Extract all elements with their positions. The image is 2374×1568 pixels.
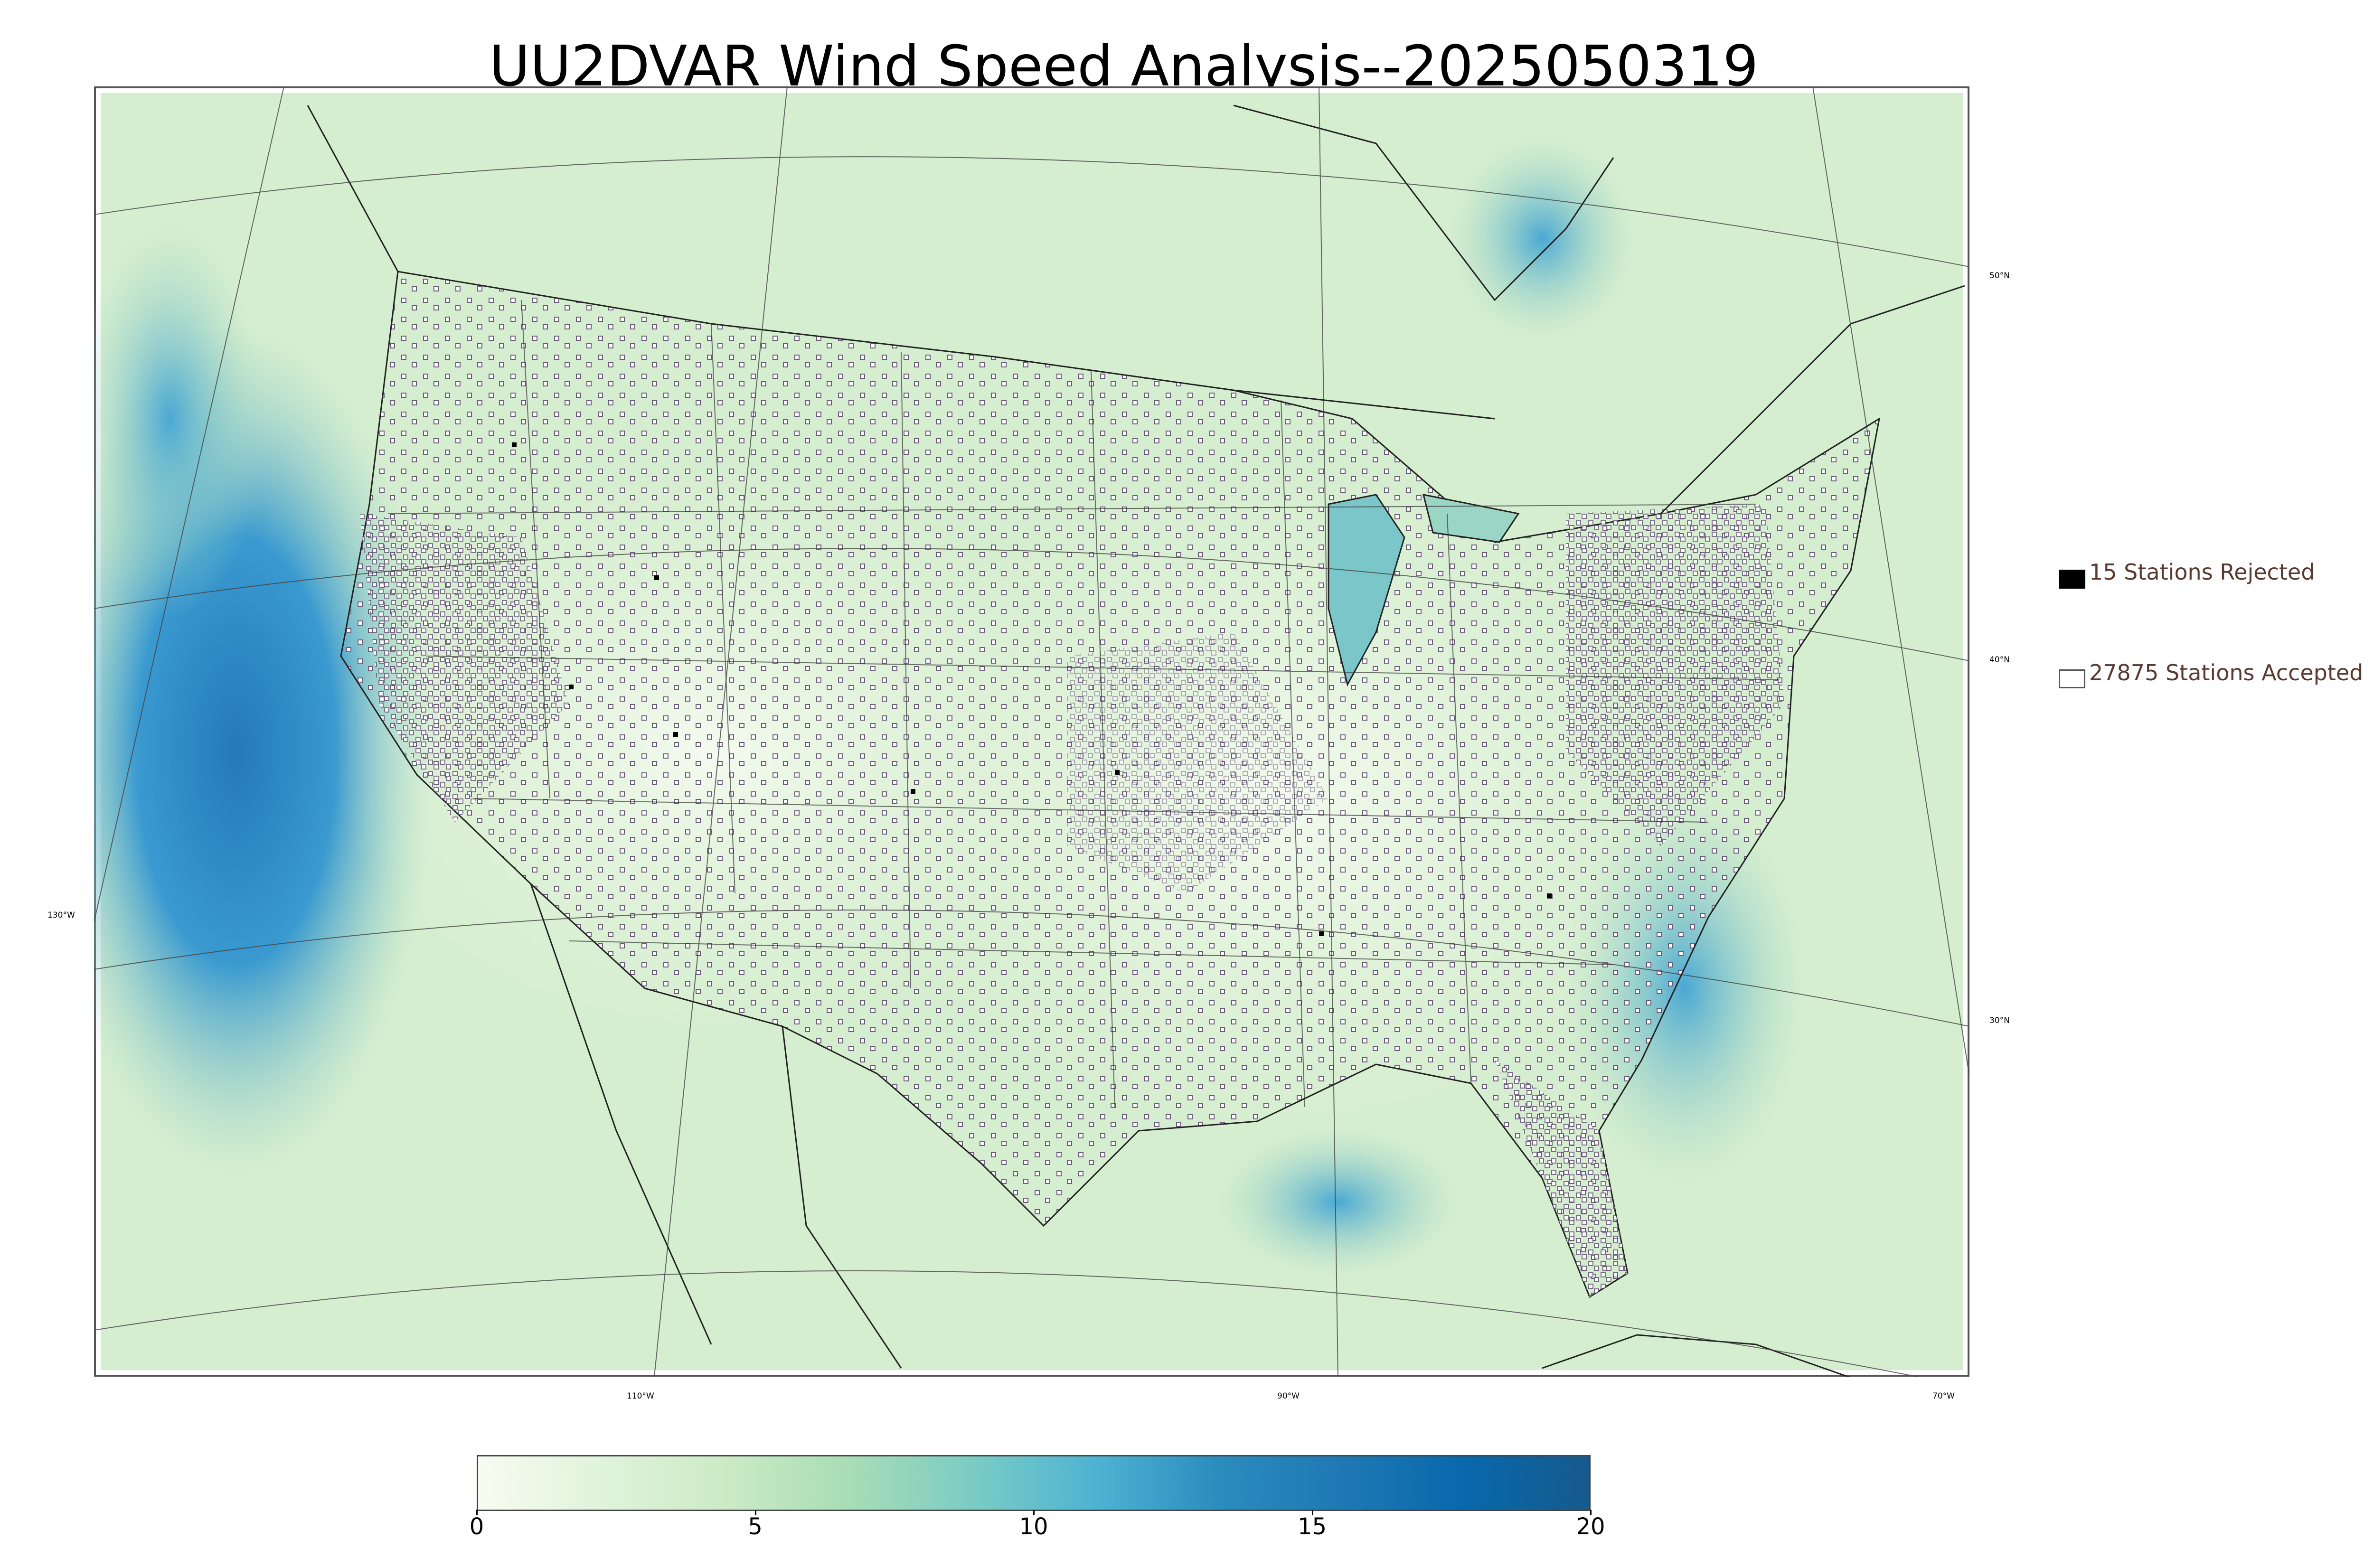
colorbar-tick-label: 10 <box>1019 1513 1048 1540</box>
colorbar-tick-label: 15 <box>1297 1513 1327 1540</box>
lat-label-40: 40°N <box>1989 655 2010 665</box>
wind-speed-map <box>94 86 1969 1377</box>
colorbar-tick-label: 20 <box>1576 1513 1605 1540</box>
colorbar-tick <box>1311 1510 1313 1515</box>
colorbar <box>477 1455 1591 1511</box>
legend-rejected-label: 15 Stations Rejected <box>2089 559 2315 585</box>
lon-label-110: 110°W <box>627 1391 654 1401</box>
legend-accepted-label: 27875 Stations Accepted <box>2089 660 2364 685</box>
lon-label-70: 70°W <box>1932 1391 1955 1401</box>
legend-rejected-swatch <box>2059 570 2085 589</box>
legend-accepted-swatch <box>2059 669 2085 688</box>
colorbar-tick-label: 5 <box>748 1513 763 1540</box>
colorbar-tick <box>1033 1510 1035 1515</box>
colorbar-tick <box>476 1510 478 1515</box>
lon-label-90: 90°W <box>1277 1391 1300 1401</box>
lon-label-130: 130°W <box>47 911 75 920</box>
lat-label-50: 50°N <box>1989 271 2010 281</box>
colorbar-tick <box>754 1510 756 1515</box>
colorbar-tick <box>1590 1510 1592 1515</box>
lat-label-30: 30°N <box>1989 1016 2010 1025</box>
colorbar-tick-label: 0 <box>469 1513 484 1540</box>
